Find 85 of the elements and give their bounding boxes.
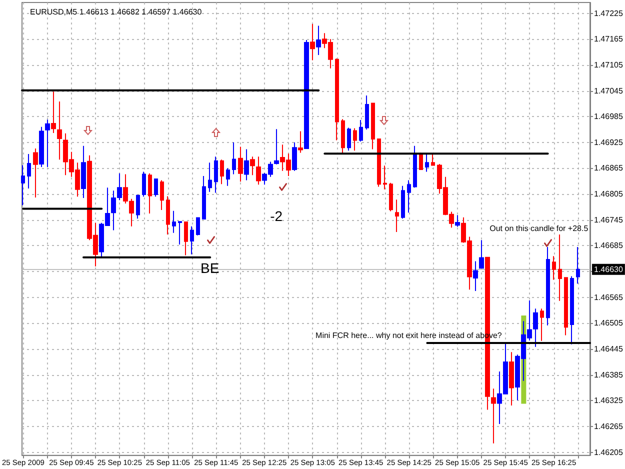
candlestick	[274, 128, 279, 165]
candlestick	[172, 210, 176, 234]
y-tick-label: 1.47165	[594, 34, 624, 44]
candlestick	[546, 246, 550, 326]
candlestick	[178, 220, 182, 245]
candlestick	[365, 94, 369, 130]
candlestick	[491, 388, 496, 444]
candlestick	[154, 178, 158, 198]
candlestick	[232, 142, 236, 175]
candlestick	[425, 154, 429, 172]
y-tick-label: 1.46385	[594, 370, 624, 380]
candlestick	[81, 145, 86, 198]
text: EURUSD,M5 1.46613 1.46682 1.46597 1.46630	[30, 8, 202, 16]
candlestick	[166, 196, 170, 236]
y-tick-label: 1.46505	[594, 318, 624, 328]
y-tick-label: 1.46865	[594, 164, 624, 173]
y-tick-label: 1.46925	[594, 138, 624, 147]
candlestick	[244, 148, 249, 181]
candlestick	[564, 277, 568, 336]
candlestick	[310, 24, 315, 61]
y-tick-label: 1.46565	[594, 292, 624, 302]
candlestick	[479, 240, 484, 269]
candlestick	[196, 216, 200, 236]
candlestick	[136, 194, 140, 220]
y-tick-label: 1.47225	[594, 8, 624, 18]
candlestick	[371, 102, 375, 150]
candlestick	[202, 175, 206, 220]
candlestick	[292, 142, 297, 172]
annotation: -2	[270, 208, 283, 224]
candlestick	[558, 234, 562, 302]
candlestick	[383, 165, 387, 190]
candlestick	[190, 226, 194, 255]
candlestick	[33, 148, 38, 198]
y-tick-label: 1.46265	[594, 422, 624, 432]
candlestick	[51, 91, 56, 134]
candlestick	[184, 222, 188, 256]
candlestick	[540, 308, 544, 342]
candlestick	[39, 126, 44, 168]
candlestick	[57, 101, 62, 160]
candlestick	[576, 246, 580, 284]
y-tick-label: 1.47105	[594, 60, 624, 70]
candlestick	[359, 120, 363, 142]
candlestick	[431, 154, 435, 166]
candlestick	[407, 180, 411, 214]
candlestick	[353, 128, 357, 152]
y-tick-label: 1.47045	[594, 86, 624, 96]
candlestick	[316, 25, 321, 56]
candlestick	[473, 260, 478, 292]
candlestick	[256, 156, 261, 186]
y-tick-label: 1.46985	[594, 112, 624, 122]
candlestick	[27, 154, 31, 189]
candlestick	[304, 39, 309, 149]
candlestick	[389, 182, 393, 212]
candlestick	[395, 199, 399, 232]
candlestick	[347, 127, 351, 152]
y-tick-label: 1.46325	[594, 396, 624, 406]
y-tick-label: 1.46745	[594, 215, 624, 224]
candlestick	[250, 156, 255, 176]
candlestick	[21, 164, 25, 206]
candlestick	[45, 119, 50, 168]
candlestick	[552, 256, 556, 280]
candlestick	[413, 145, 417, 188]
annotation: BE	[200, 260, 220, 276]
candlestick	[238, 146, 243, 182]
candlestick	[208, 162, 212, 192]
candlestick	[220, 159, 224, 185]
candlestick	[160, 180, 164, 211]
candlestick	[570, 276, 574, 345]
candlestick	[335, 58, 339, 141]
y-tick-label: 1.46685	[594, 241, 624, 250]
candlestick	[509, 352, 514, 406]
candlestick	[226, 168, 230, 186]
candlestick	[377, 138, 381, 188]
ref-line-label: 1.46630	[594, 264, 624, 274]
y-tick-label: 1.46205	[594, 448, 624, 457]
candlestick	[148, 172, 152, 214]
y-tick-label: 1.46445	[594, 344, 624, 354]
candlestick	[142, 171, 146, 198]
candlestick	[341, 118, 345, 154]
y-tick-label: 1.46805	[594, 190, 624, 199]
candlestick	[401, 185, 405, 220]
candlestick	[298, 130, 303, 154]
annotation: Out on this candle for +28.5	[490, 224, 589, 233]
candlestick	[455, 214, 460, 228]
candlestick	[214, 156, 218, 194]
